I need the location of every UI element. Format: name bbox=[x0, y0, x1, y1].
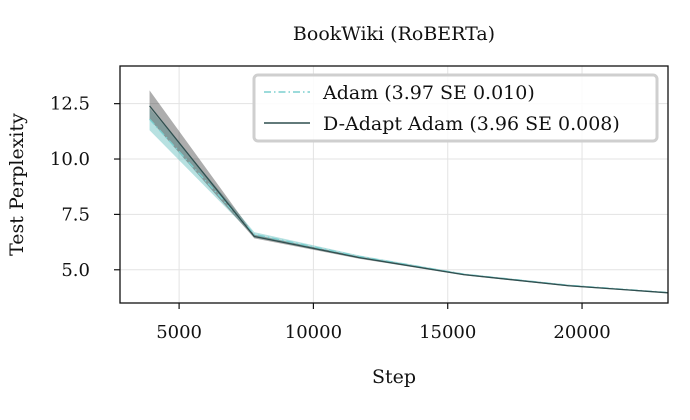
series-line-1 bbox=[149, 105, 668, 294]
legend: Adam (3.97 SE 0.010) D-Adapt Adam (3.96 … bbox=[252, 73, 659, 143]
legend-label-d-adapt-adam: D-Adapt Adam (3.96 SE 0.008) bbox=[323, 113, 620, 135]
y-axis-title: Test Perplexity bbox=[6, 113, 28, 256]
y-tick-label: 12.5 bbox=[50, 94, 90, 115]
x-tick-label: 20000 bbox=[553, 322, 610, 343]
x-tick-label: 15000 bbox=[419, 322, 476, 343]
legend-label-adam: Adam (3.97 SE 0.010) bbox=[322, 82, 535, 104]
confidence-bands bbox=[149, 90, 668, 294]
legend-box bbox=[252, 73, 659, 143]
confidence-band-1 bbox=[149, 90, 668, 294]
x-axis-ticks: 5000 10000 15000 20000 bbox=[156, 303, 611, 343]
series-line-0 bbox=[149, 118, 668, 294]
series-lines bbox=[149, 105, 668, 294]
y-axis-ticks: 5.0 7.5 10.0 12.5 bbox=[50, 94, 120, 281]
x-axis-title: Step bbox=[372, 366, 416, 388]
chart-title: BookWiki (RoBERTa) bbox=[293, 23, 495, 45]
y-tick-label: 10.0 bbox=[50, 149, 90, 170]
plot-frame bbox=[119, 65, 669, 304]
y-tick-label: 7.5 bbox=[61, 204, 90, 225]
x-tick-label: 5000 bbox=[156, 322, 202, 343]
y-tick-label: 5.0 bbox=[61, 260, 90, 281]
x-tick-label: 10000 bbox=[285, 322, 342, 343]
